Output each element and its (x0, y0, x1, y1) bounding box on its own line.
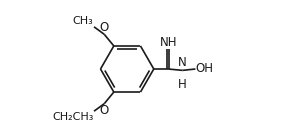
Text: N: N (178, 56, 187, 69)
Text: H: H (178, 78, 187, 91)
Text: O: O (100, 104, 109, 117)
Text: OH: OH (196, 62, 214, 75)
Text: O: O (100, 21, 109, 34)
Text: CH₂CH₃: CH₂CH₃ (52, 112, 94, 122)
Text: NH: NH (159, 35, 177, 49)
Text: CH₃: CH₃ (73, 16, 94, 26)
